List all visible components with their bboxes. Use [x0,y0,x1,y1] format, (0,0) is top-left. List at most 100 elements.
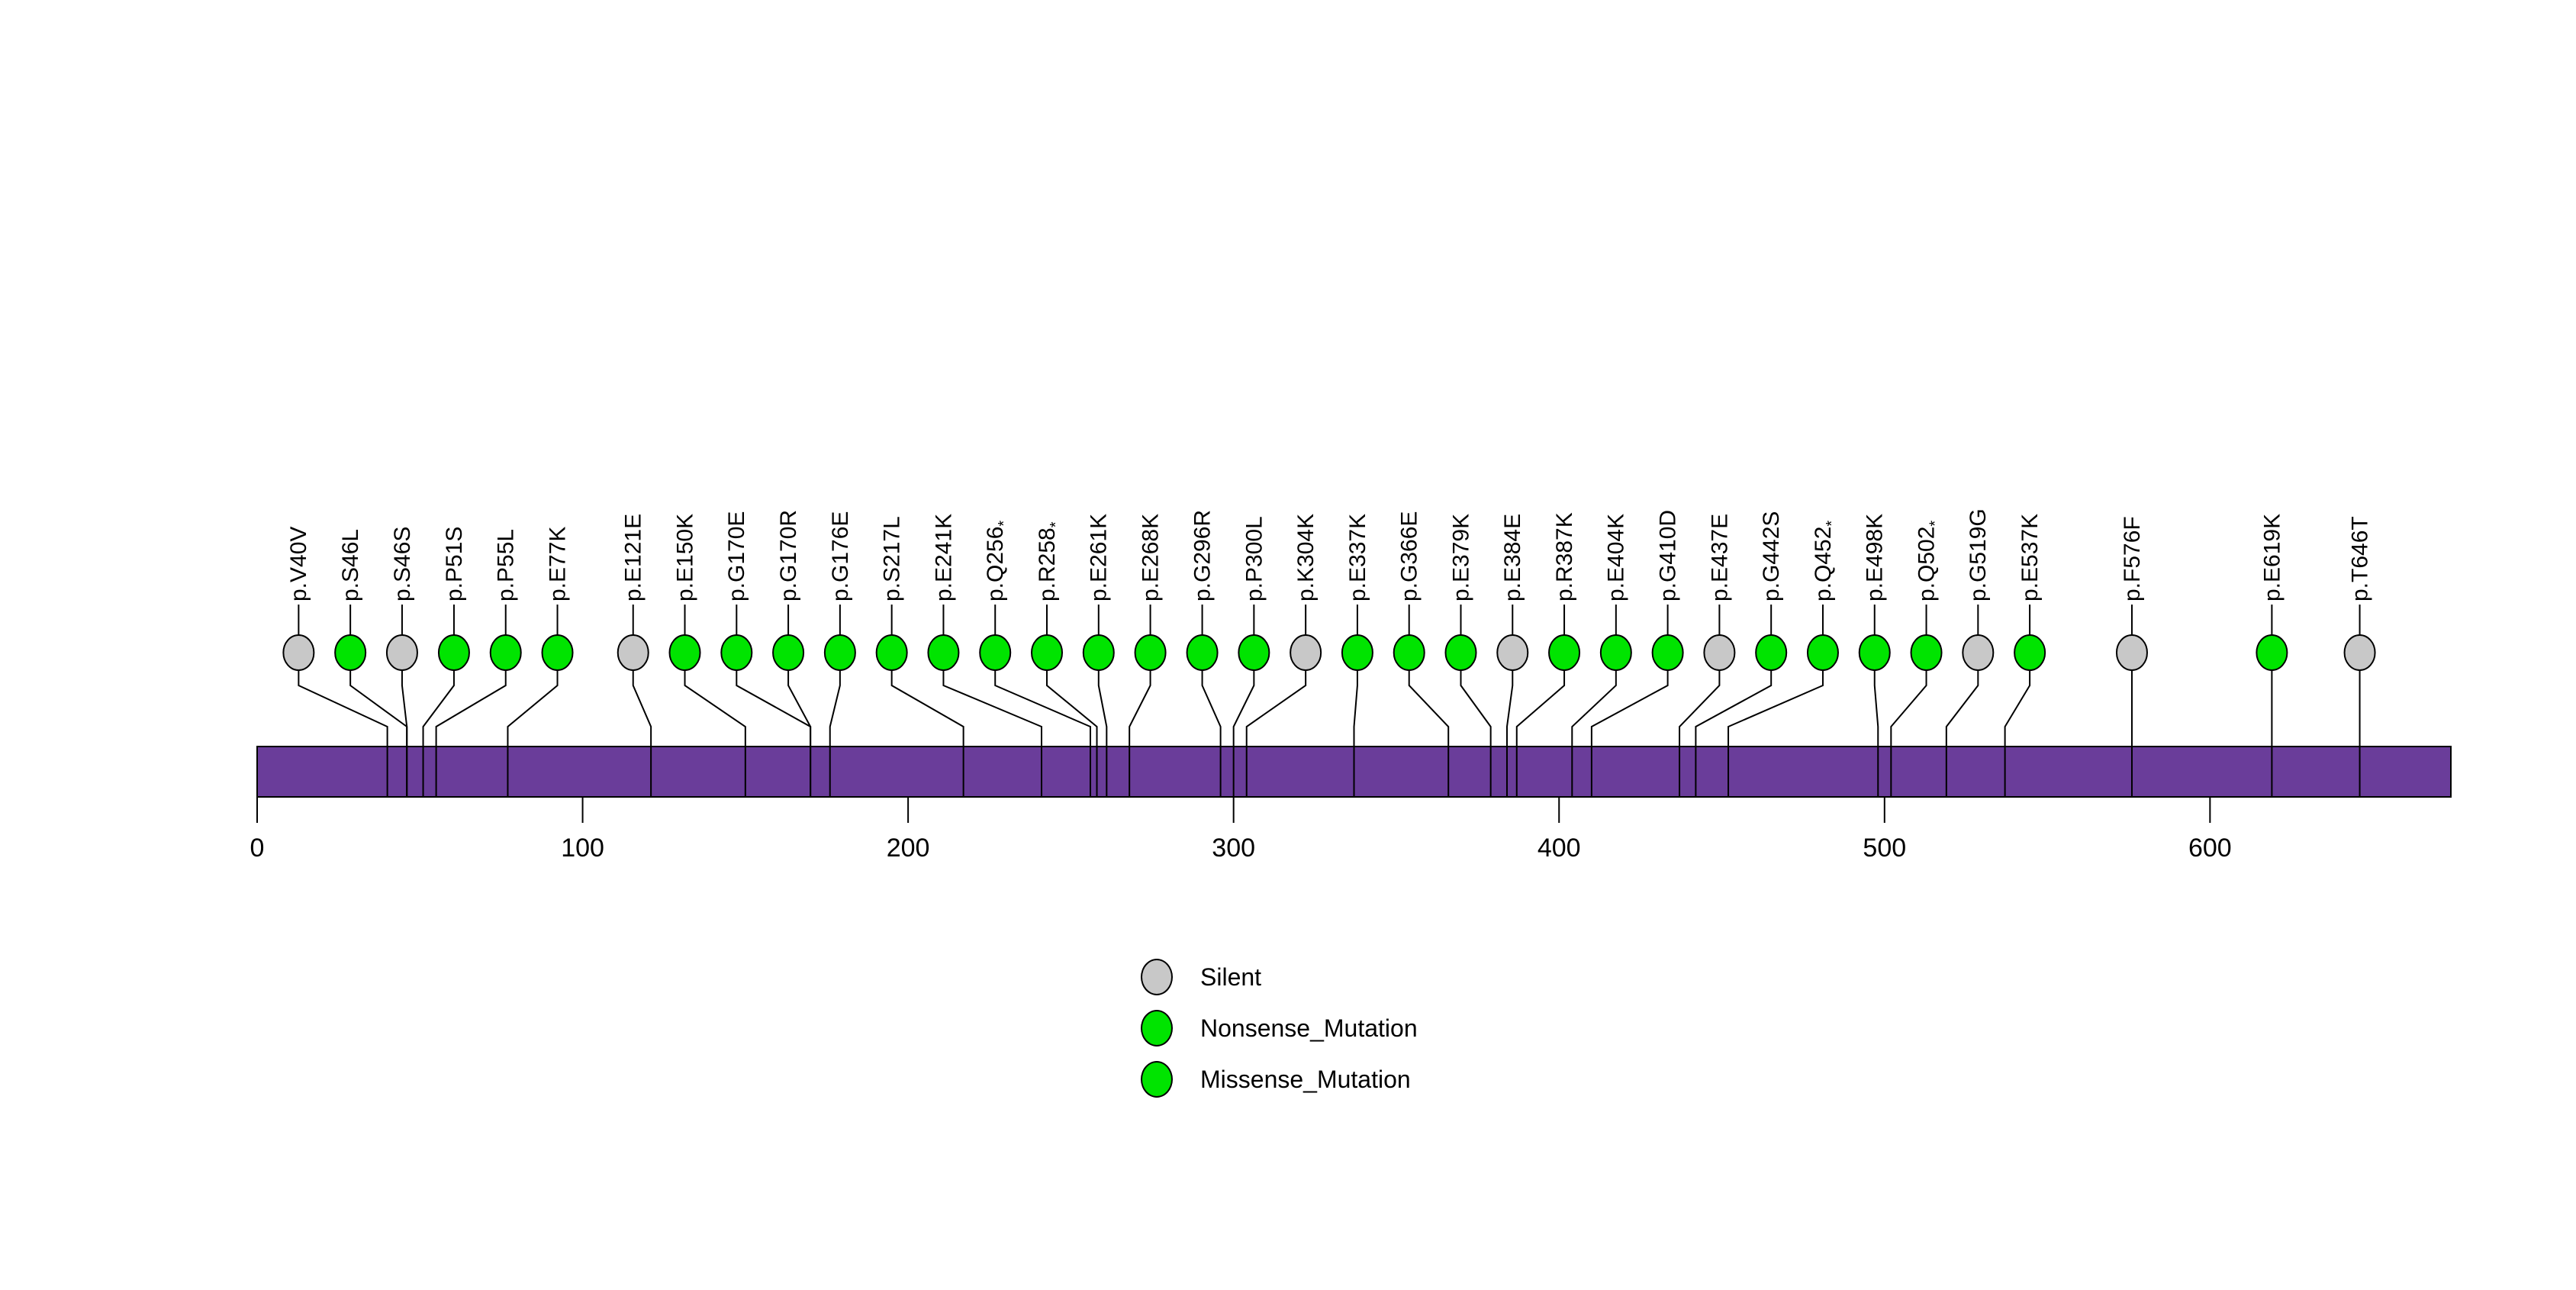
lollipop-connector [1890,670,1927,797]
nonsense-swatch-icon [1141,1010,1173,1047]
mutation-circle [720,634,753,671]
mutation-circle [1806,634,1839,671]
missense-swatch-icon [1141,1061,1173,1098]
mutation-label: p.E537K [2017,514,2043,601]
mutation-circle [1238,634,1270,671]
lollipop-connector [401,670,408,797]
mutation-circle [1496,634,1529,671]
legend-label: Silent [1200,963,1262,991]
mutation-circle [2343,634,2376,671]
lollipop-connector [1129,670,1151,797]
mutation-circle [489,634,522,671]
mutation-label: p.E619K [2259,514,2285,601]
mutation-label: p.E268K [1138,514,1163,601]
lollipop-connector [1873,670,1879,797]
mutation-circle [1599,634,1632,671]
mutation-circle [334,634,367,671]
silent-swatch-icon [1141,959,1173,995]
lollipop-connector [1408,670,1450,797]
lollipop-connector [422,670,455,797]
mutation-label: p.E437E [1707,514,1732,601]
mutation-label: p.E379K [1448,514,1473,601]
lollipop-connector [684,670,746,797]
mutation-circle [1341,634,1373,671]
lollipop-connector [1679,670,1721,797]
lollipop-connector [1460,670,1492,797]
mutation-circle [2014,634,2046,671]
mutation-label: p.V40V [286,527,311,601]
mutation-circles [282,634,2376,671]
mutation-label: p.E121E [621,514,646,601]
mutation-circle [282,634,315,671]
mutation-circle [1548,634,1581,671]
mutation-circle [385,634,418,671]
lollipop-connector [890,670,964,797]
mutation-label: p.E404K [1604,514,1629,601]
lollipop-connector [994,670,1091,797]
lollipop-connector [1695,670,1773,797]
mutation-circle [772,634,805,671]
mutation-label: p.G442S [1759,511,1784,601]
mutation-label: p.S217L [880,516,905,601]
lollipop-connector [787,670,812,797]
mutation-circle [2115,634,2148,671]
mutation-circle [1755,634,1788,671]
legend-label: Missense_Mutation [1200,1065,1411,1093]
legend-item-silent: Silent [1141,959,1418,995]
legend-item-missense: Missense_Mutation [1141,1061,1418,1098]
mutation-circle [1393,634,1425,671]
mutation-label: p.G519G [1966,508,1991,601]
mutation-label: p.Q502* [1914,521,1943,601]
lollipop-connector [1590,670,1669,797]
mutation-label: p.G366E [1397,511,1422,601]
legend-label: Nonsense_Mutation [1200,1014,1418,1042]
axis-tick-label: 400 [1538,834,1581,863]
lollipop-connector [942,670,1042,797]
axis-tick-label: 100 [561,834,604,863]
mutation-circle [1910,634,1943,671]
mutation-label: p.P55L [494,529,519,601]
lollipop-connectors [298,605,2361,797]
mutation-circle [1134,634,1167,671]
mutation-label: p.R387K [1552,512,1577,601]
axis-tick-label: 200 [887,834,930,863]
mutation-circle [1962,634,1995,671]
lollipop-connector [829,670,841,797]
lollipop-connector [1353,670,1358,797]
mutation-label: p.Q256* [983,521,1013,601]
mutation-circle [1858,634,1891,671]
mutation-circle [1290,634,1322,671]
mutation-circle [1186,634,1219,671]
lollipop-connector [1571,670,1617,797]
lollipop-connector [435,670,507,797]
lollipop-connector [1245,670,1307,797]
mutation-circle [2256,634,2288,671]
mutation-label: p.R258* [1035,521,1064,601]
mutation-circle [927,634,960,671]
mutation-label: p.E337K [1345,514,1370,601]
lollipop-connector [1201,670,1222,797]
lollipop-connector [632,670,652,797]
mutation-label: p.E77K [545,527,570,601]
mutation-circle [668,634,701,671]
mutation-circle [875,634,908,671]
mutation-circle [979,634,1012,671]
lollipop-connector [298,670,388,797]
lollipop-connector [1232,670,1255,797]
mutation-circle [437,634,470,671]
axis-tick-label: 0 [250,834,265,863]
mutation-label: p.S46S [390,527,415,601]
mutation-label: p.E261K [1087,514,1112,601]
mutation-circle [617,634,649,671]
mutation-label: p.F576F [2120,516,2145,601]
mutation-label: p.G170E [724,511,749,601]
x-axis: 0 100 200 300 400 500 600 [250,797,2232,863]
mutation-label: p.P51S [442,527,467,601]
mutation-label: p.E150K [672,514,697,601]
mutation-circle [1444,634,1477,671]
mutation-circle [1651,634,1684,671]
mutation-label: p.P300L [1241,516,1267,601]
axis-tick-label: 300 [1212,834,1255,863]
